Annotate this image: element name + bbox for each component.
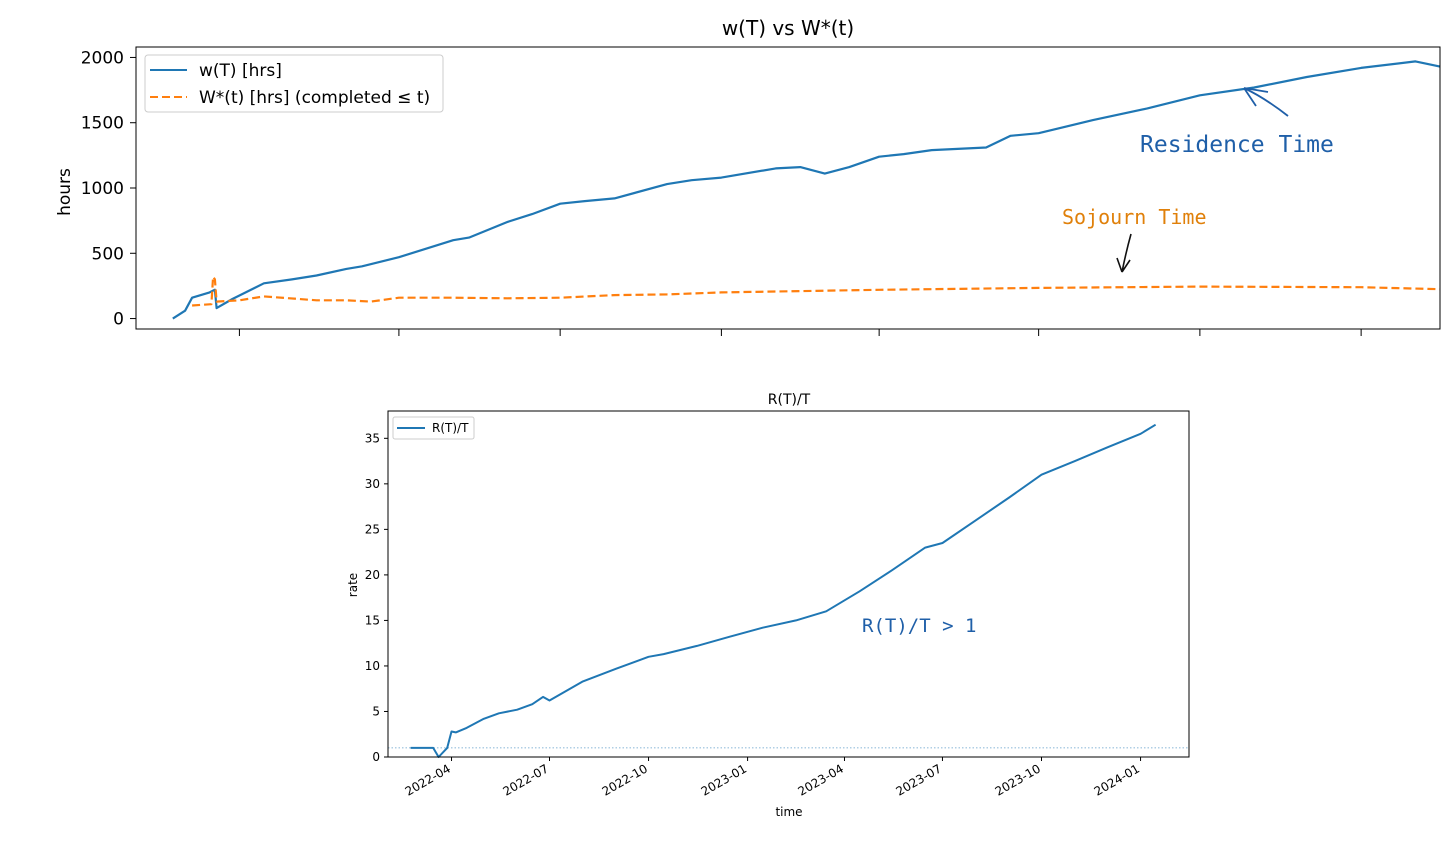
top-ytick-label-3: 1500 bbox=[81, 114, 124, 134]
bottom-ytick-label-7: 35 bbox=[365, 431, 380, 445]
top-chart: w(T) vs W*(t) hours 0 500 1000 1500 2000 w(T… bbox=[55, 16, 1441, 336]
bottom-xtick-label-1: 2022-07 bbox=[501, 761, 551, 798]
bottom-xtick-label-3: 2023-01 bbox=[699, 761, 749, 798]
bottom-xtick-label-5: 2023-07 bbox=[894, 761, 944, 798]
top-ytick-label-4: 2000 bbox=[81, 48, 124, 68]
bottom-ytick-label-6: 30 bbox=[365, 477, 380, 491]
bottom-ytick-label-4: 20 bbox=[365, 568, 380, 582]
bottom-xtick-label-0: 2022-04 bbox=[403, 761, 453, 798]
bottom-chart-title: R(T)/T bbox=[768, 392, 811, 408]
bottom-xtick-label-4: 2023-04 bbox=[796, 761, 846, 798]
bottom-chart-xlabel: time bbox=[775, 805, 802, 819]
bottom-chart-frame bbox=[387, 410, 1190, 758]
bottom-ytick-label-3: 15 bbox=[365, 613, 380, 627]
bottom-ytick-label-5: 25 bbox=[365, 522, 380, 536]
bottom-legend: R(T)/T bbox=[392, 416, 475, 440]
top-legend-label-wstar: W*(t) [hrs] (completed ≤ t) bbox=[199, 88, 430, 108]
top-ytick-label-1: 500 bbox=[92, 244, 124, 264]
bottom-xtick-label-2: 2022-10 bbox=[600, 761, 650, 798]
bottom-chart-ylabel: rate bbox=[346, 573, 360, 597]
top-series-line-1 bbox=[192, 275, 1441, 307]
residence-time-annotation: Residence Time bbox=[1140, 132, 1334, 158]
top-chart-title: w(T) vs W*(t) bbox=[722, 16, 854, 40]
top-legend-box bbox=[144, 54, 444, 113]
bottom-chart: R(T)/T rate time 0 5 10 15 20 25 30 35 2022-04 20… bbox=[346, 392, 1190, 819]
bottom-legend-box bbox=[392, 416, 475, 440]
top-ytick-label-2: 1000 bbox=[81, 179, 124, 199]
bottom-legend-label: R(T)/T bbox=[432, 421, 469, 435]
top-legend: w(T) [hrs] W*(t) [hrs] (completed ≤ t) bbox=[144, 54, 444, 113]
bottom-ytick-label-2: 10 bbox=[365, 659, 380, 673]
residence-arrow bbox=[1243, 87, 1289, 117]
sojourn-arrow bbox=[1116, 233, 1132, 273]
sojourn-time-annotation: Sojourn Time bbox=[1062, 205, 1207, 229]
rate-annotation: R(T)/T > 1 bbox=[862, 615, 976, 637]
bottom-xtick-label-7: 2024-01 bbox=[1092, 761, 1142, 798]
top-chart-frame bbox=[135, 46, 1441, 330]
bottom-xtick-label-6: 2023-10 bbox=[993, 761, 1043, 798]
top-chart-ylabel: hours bbox=[55, 168, 75, 216]
bottom-ytick-label-1: 5 bbox=[372, 704, 380, 718]
bottom-ytick-label-0: 0 bbox=[372, 750, 380, 764]
top-legend-label-w: w(T) [hrs] bbox=[199, 61, 282, 81]
top-series-line-0 bbox=[172, 60, 1441, 320]
top-ytick-label-0: 0 bbox=[113, 310, 124, 330]
bottom-series-line-0 bbox=[410, 423, 1157, 758]
